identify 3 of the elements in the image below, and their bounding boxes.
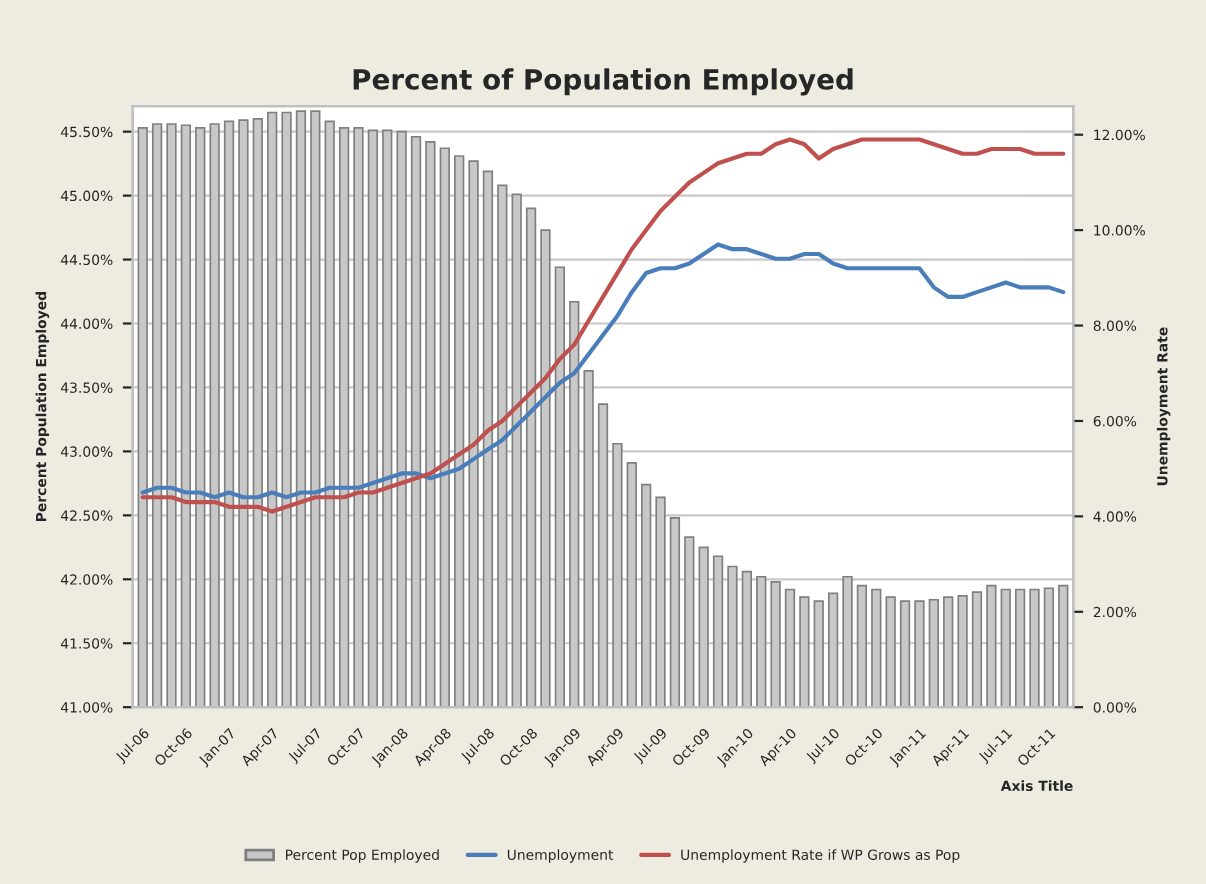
chart-title: Percent of Population Employed xyxy=(353,68,853,96)
line-series xyxy=(140,242,1066,500)
line-series xyxy=(140,137,1066,514)
